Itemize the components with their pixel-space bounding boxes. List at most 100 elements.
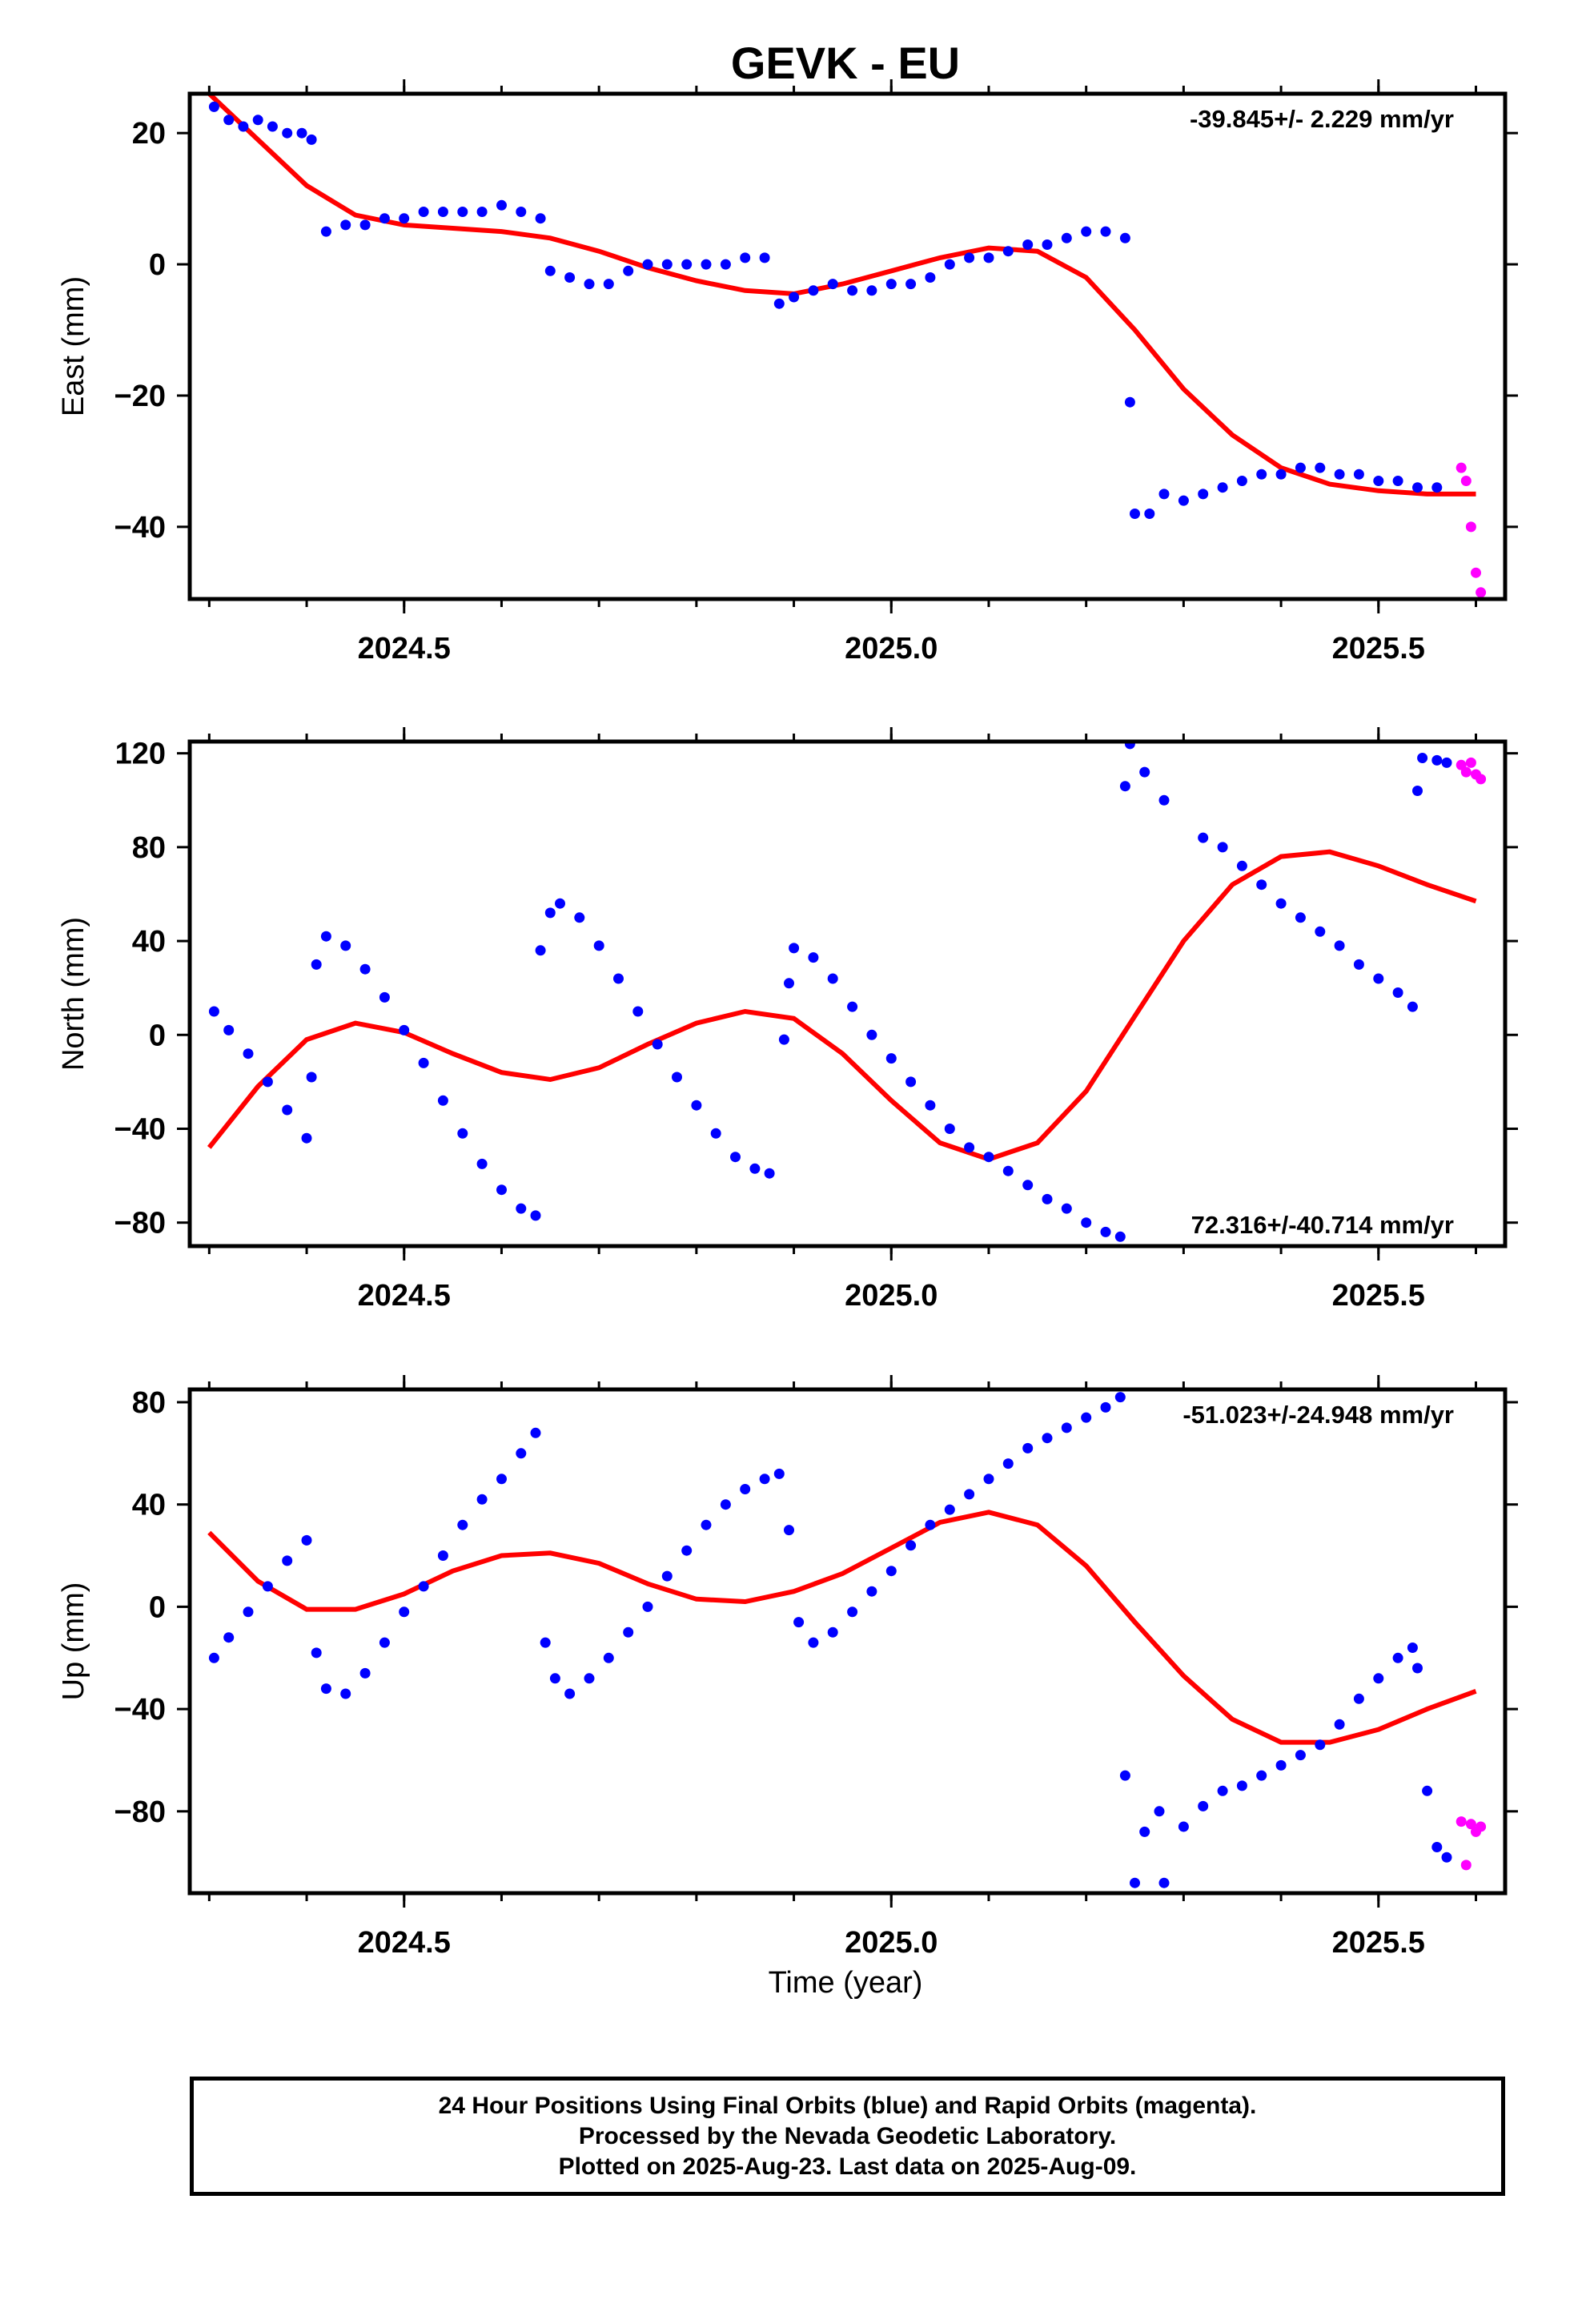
east-final-point	[1130, 509, 1140, 519]
up-final-point	[379, 1637, 390, 1648]
east-final-point	[740, 252, 751, 263]
north-final-point	[1295, 912, 1306, 923]
east-final-point	[603, 279, 614, 290]
up-final-point	[793, 1617, 805, 1628]
north-final-point	[691, 1100, 702, 1111]
north-final-point	[925, 1100, 936, 1111]
north-panel: 2024.5 2025.0 2025.5 120 80 40 0 −40 −80 North (m…	[57, 727, 1518, 1313]
east-rapid-point	[1476, 587, 1487, 598]
north-final-point	[1042, 1193, 1053, 1204]
chart-title: GEVK - EU	[731, 38, 960, 88]
north-final-point	[749, 1163, 761, 1174]
east-rapid-point	[1456, 462, 1467, 473]
east-final-point	[1217, 482, 1228, 493]
north-y-tick-label: −80	[114, 1207, 166, 1240]
up-final-point	[1295, 1750, 1306, 1761]
up-y-axis-label: Up (mm)	[57, 1582, 90, 1701]
up-final-point	[1100, 1401, 1111, 1413]
north-final-point	[1119, 781, 1130, 792]
north-final-point	[1431, 754, 1443, 766]
north-final-point	[399, 1024, 410, 1035]
east-final-point	[661, 259, 673, 270]
up-final-point	[983, 1474, 994, 1485]
up-final-point	[1217, 1785, 1228, 1796]
east-rapid-point	[1471, 567, 1481, 578]
up-final-point	[827, 1626, 838, 1638]
east-final-point	[306, 134, 317, 145]
up-x-tick-label: 2025.5	[1332, 1926, 1425, 1960]
north-x-tick-label: 2025.0	[845, 1279, 938, 1313]
north-final-point	[1275, 898, 1287, 909]
north-x-tick-label: 2024.5	[358, 1279, 451, 1313]
up-final-point	[701, 1519, 712, 1530]
north-final-point	[866, 1029, 877, 1040]
north-final-point	[535, 945, 546, 956]
up-final-point	[1198, 1800, 1209, 1811]
up-final-point	[301, 1534, 312, 1546]
up-final-point	[1412, 1663, 1423, 1674]
up-rapid-point	[1465, 1819, 1476, 1830]
east-y-tick-label: −20	[114, 380, 166, 413]
east-final-point	[642, 259, 653, 270]
north-final-point	[1081, 1217, 1092, 1228]
north-final-point	[944, 1124, 955, 1134]
east-y-axis-label: East (mm)	[57, 276, 90, 416]
east-x-tick-label: 2025.5	[1332, 632, 1425, 665]
east-final-point	[1295, 462, 1306, 473]
east-plot-area	[207, 94, 1487, 598]
east-final-point	[905, 279, 917, 290]
north-y-tick-label: 40	[132, 925, 166, 959]
north-final-point	[1392, 987, 1403, 998]
up-final-point	[1334, 1719, 1345, 1730]
east-final-point	[208, 101, 219, 112]
up-final-point	[476, 1494, 488, 1505]
up-final-point	[784, 1525, 794, 1536]
north-final-point	[1198, 832, 1209, 843]
east-final-point	[457, 207, 468, 217]
east-final-point	[1236, 476, 1247, 486]
up-final-point	[437, 1550, 448, 1561]
east-final-point	[789, 292, 800, 303]
east-final-point	[847, 285, 858, 296]
up-final-point	[496, 1474, 507, 1485]
north-final-point	[1256, 879, 1267, 891]
footer-line-2: Processed by the Nevada Geodetic Laborat…	[578, 2122, 1117, 2149]
north-final-point	[905, 1076, 917, 1088]
up-final-point	[1061, 1422, 1072, 1433]
north-final-point	[457, 1128, 468, 1139]
east-final-point	[1256, 468, 1267, 480]
up-final-point	[1114, 1392, 1126, 1403]
up-y-tick-label: 80	[132, 1386, 166, 1420]
north-final-point	[632, 1006, 644, 1017]
east-final-point	[773, 298, 785, 309]
up-final-point	[642, 1601, 653, 1612]
up-panel: 2024.5 2025.0 2025.5 80 40 0 −40 −80 Up (mm) -51.…	[57, 1375, 1518, 1960]
north-rapid-point	[1460, 766, 1472, 778]
up-y-tick-label: 0	[149, 1590, 166, 1624]
up-final-point	[311, 1647, 322, 1659]
north-final-point	[808, 952, 819, 963]
east-final-point	[418, 207, 429, 217]
up-final-point	[1139, 1826, 1150, 1837]
east-final-point	[1042, 239, 1053, 250]
north-final-point	[1002, 1165, 1014, 1176]
east-final-point	[544, 265, 556, 276]
up-y-tick-label: −40	[114, 1693, 166, 1727]
north-final-point	[1236, 860, 1247, 871]
north-final-point	[764, 1168, 775, 1179]
up-final-point	[925, 1519, 936, 1530]
east-final-point	[340, 219, 351, 231]
x-axis-label: Time (year)	[769, 1966, 923, 2000]
east-x-tick-label: 2025.0	[845, 632, 938, 665]
east-final-point	[964, 252, 975, 263]
up-final-point	[564, 1688, 576, 1699]
north-final-point	[593, 940, 604, 951]
east-y-tick-label: −40	[114, 511, 166, 545]
footer-line-1: 24 Hour Positions Using Final Orbits (bl…	[438, 2092, 1257, 2119]
north-final-point	[223, 1024, 235, 1035]
north-final-point	[1217, 842, 1228, 853]
east-final-point	[252, 115, 263, 126]
up-x-tick-label: 2025.0	[845, 1926, 938, 1960]
north-final-point	[262, 1076, 273, 1088]
north-final-point	[1417, 753, 1428, 763]
